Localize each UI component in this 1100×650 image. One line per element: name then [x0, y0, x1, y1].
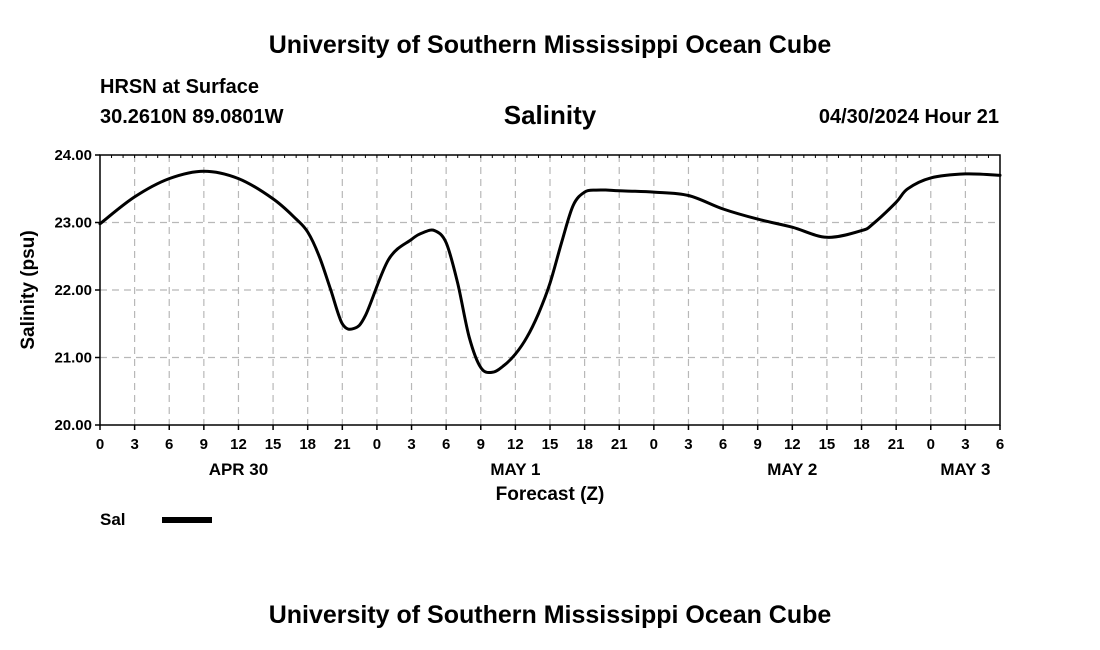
- day-label: MAY 2: [767, 460, 817, 479]
- x-tick-label: 3: [684, 436, 692, 453]
- bottom-title: University of Southern Mississippi Ocean…: [268, 601, 832, 629]
- plot-frame: [99, 154, 1001, 426]
- x-tick-label: 6: [996, 436, 1004, 453]
- x-tick-label: 0: [650, 436, 658, 453]
- x-tick-label: 15: [542, 436, 559, 453]
- chart-title: Salinity: [503, 100, 597, 130]
- x-tick-label: 12: [784, 436, 801, 453]
- x-tick-label: 21: [888, 436, 905, 453]
- y-tick-label: 22.00: [54, 282, 92, 299]
- y-axis-title: Salinity (psu): [18, 230, 39, 349]
- x-tick-label: 18: [853, 436, 870, 453]
- x-tick-label: 0: [96, 436, 104, 453]
- x-tick-label: 6: [442, 436, 450, 453]
- top-title: University of Southern Mississippi Ocean…: [268, 31, 832, 59]
- x-tick-label: 9: [200, 436, 208, 453]
- x-tick-label: 15: [265, 436, 282, 453]
- day-label: APR 30: [209, 460, 269, 479]
- x-tick-label: 9: [754, 436, 762, 453]
- x-tick-label: 6: [719, 436, 727, 453]
- x-axis-title: Forecast (Z): [496, 484, 605, 505]
- chart-grid: [100, 155, 1000, 425]
- x-tick-label: 3: [130, 436, 138, 453]
- station-label: HRSN at Surface: [100, 76, 259, 98]
- x-tick-label: 15: [819, 436, 836, 453]
- x-tick-label: 0: [927, 436, 935, 453]
- x-tick-label: 3: [407, 436, 415, 453]
- salinity-series-line: [98, 169, 1002, 375]
- x-tick-label: 18: [299, 436, 316, 453]
- x-tick-label: 21: [334, 436, 351, 453]
- x-tick-label: 21: [611, 436, 628, 453]
- x-tick-label: 9: [477, 436, 485, 453]
- x-tick-label: 6: [165, 436, 173, 453]
- x-tick-label: 12: [507, 436, 524, 453]
- x-tick-label: 3: [961, 436, 969, 453]
- y-tick-label: 20.00: [54, 417, 92, 434]
- x-tick-labels: 0 3 6 9 12 15 18 21 0 3 6 9 12 15 18 21 0 3 6 9 12 15 18 21 0 3 6: [96, 436, 1004, 453]
- station-coords: 30.2610N 89.0801W: [100, 106, 284, 128]
- salinity-chart: 20.00 21.00 22.00 23.00 24.00 0 3 6 9 12 15 18 21 0 3…: [18, 147, 1004, 529]
- x-tick-label: 0: [373, 436, 381, 453]
- y-tick-label: 23.00: [54, 215, 92, 232]
- y-tick-label: 24.00: [54, 147, 92, 164]
- x-tick-label: 12: [230, 436, 247, 453]
- legend-label: Sal: [100, 510, 126, 529]
- y-tick-labels: 20.00 21.00 22.00 23.00 24.00: [54, 147, 92, 434]
- day-labels: APR 30 MAY 1 MAY 2 MAY 3: [209, 460, 991, 479]
- x-tick-label: 18: [576, 436, 593, 453]
- day-label: MAY 1: [490, 460, 540, 479]
- day-label: MAY 3: [940, 460, 990, 479]
- y-tick-label: 21.00: [54, 350, 92, 367]
- forecast-datetime: 04/30/2024 Hour 21: [818, 106, 999, 128]
